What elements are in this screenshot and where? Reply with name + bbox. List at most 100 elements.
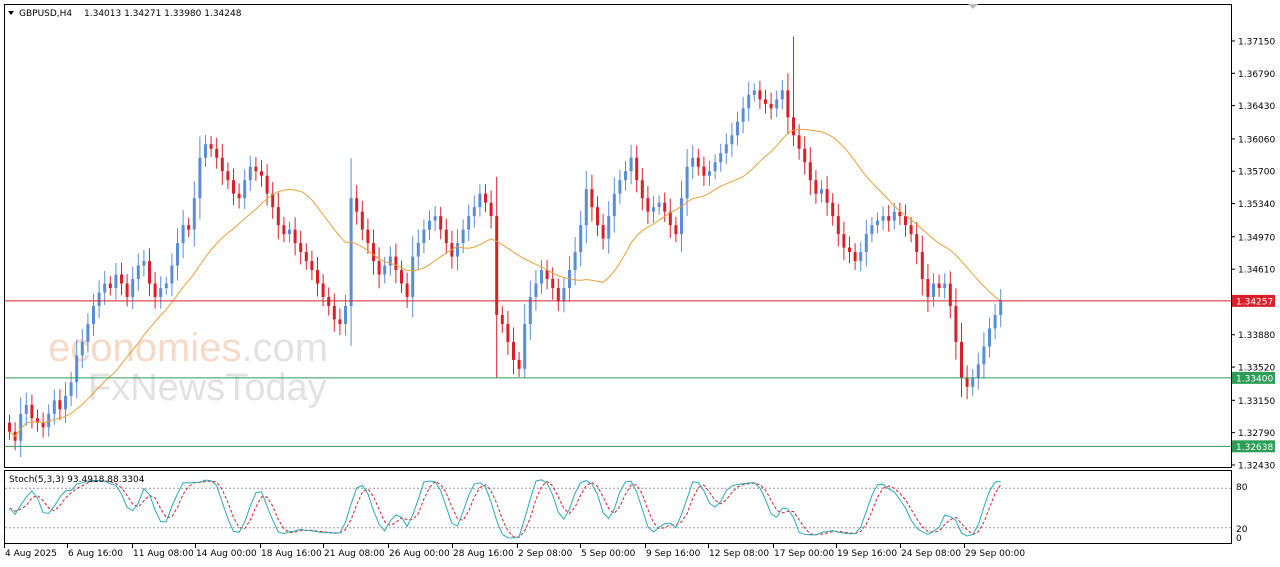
candle bbox=[534, 269, 538, 311]
y-tick-label: 1.34970 bbox=[1238, 233, 1275, 243]
candle bbox=[685, 149, 689, 216]
candle bbox=[601, 214, 605, 250]
candle bbox=[909, 217, 913, 243]
candle bbox=[579, 210, 583, 267]
candle bbox=[243, 169, 247, 209]
candle bbox=[484, 184, 487, 213]
candle bbox=[881, 206, 885, 231]
candle bbox=[355, 185, 359, 225]
candle bbox=[971, 369, 975, 396]
candle bbox=[736, 111, 739, 146]
candle bbox=[411, 236, 415, 318]
candle bbox=[954, 288, 958, 360]
candle bbox=[657, 195, 661, 215]
candle bbox=[747, 81, 751, 122]
candle bbox=[86, 313, 90, 353]
y-tick-label: 1.37150 bbox=[1238, 37, 1275, 47]
candle bbox=[478, 184, 482, 217]
candle bbox=[388, 246, 392, 276]
candle bbox=[708, 160, 711, 187]
x-tick-label: 12 Sep 08:00 bbox=[709, 549, 769, 559]
candle bbox=[920, 235, 924, 296]
main-panel[interactable] bbox=[4, 4, 1232, 468]
x-tick-label: 21 Aug 08:00 bbox=[324, 549, 385, 559]
candle bbox=[422, 219, 426, 254]
candle bbox=[299, 230, 303, 265]
candle bbox=[338, 308, 342, 336]
candle bbox=[19, 397, 23, 458]
candle bbox=[439, 206, 443, 240]
candle bbox=[282, 217, 286, 243]
candle bbox=[304, 243, 308, 270]
candle bbox=[691, 145, 695, 180]
candle bbox=[456, 229, 459, 271]
candle bbox=[724, 133, 728, 165]
candle bbox=[209, 136, 213, 157]
candle bbox=[652, 196, 655, 223]
candle bbox=[97, 280, 101, 319]
candle bbox=[131, 266, 135, 310]
candle bbox=[41, 412, 45, 438]
candle bbox=[327, 287, 331, 316]
y-tick-label: 1.36060 bbox=[1238, 135, 1275, 145]
candle bbox=[237, 183, 241, 209]
candle bbox=[108, 276, 112, 296]
candle bbox=[607, 201, 611, 254]
x-tick-label: 19 Sep 16:00 bbox=[837, 549, 897, 559]
candle bbox=[769, 92, 773, 120]
candle bbox=[276, 192, 280, 240]
candle bbox=[976, 352, 980, 390]
candle bbox=[831, 193, 835, 226]
candle bbox=[993, 304, 997, 340]
candle bbox=[803, 136, 807, 175]
stoch-panel[interactable] bbox=[4, 470, 1232, 544]
candle bbox=[528, 280, 532, 341]
candle bbox=[926, 263, 930, 313]
candle bbox=[400, 260, 403, 293]
candle bbox=[590, 174, 594, 222]
candle bbox=[316, 257, 319, 297]
shift-marker-icon[interactable] bbox=[968, 4, 978, 9]
candle bbox=[372, 229, 375, 275]
candle bbox=[310, 250, 314, 281]
candle bbox=[646, 185, 650, 224]
candle bbox=[640, 167, 644, 211]
candle bbox=[75, 339, 79, 398]
symbol-dropdown-icon[interactable] bbox=[8, 11, 14, 15]
candle bbox=[142, 250, 146, 277]
candle bbox=[517, 351, 521, 377]
candle bbox=[349, 158, 353, 346]
x-tick-label: 6 Aug 16:00 bbox=[68, 549, 123, 559]
candle bbox=[612, 177, 616, 233]
candle bbox=[232, 168, 235, 206]
candle bbox=[271, 182, 275, 219]
candle bbox=[584, 170, 588, 244]
candle bbox=[808, 147, 812, 196]
candle bbox=[36, 409, 39, 432]
candle bbox=[472, 195, 476, 228]
candle bbox=[982, 332, 986, 379]
candle bbox=[965, 365, 969, 400]
candle bbox=[198, 136, 202, 220]
candle bbox=[164, 276, 168, 295]
y-tick-label: 1.33880 bbox=[1238, 331, 1275, 341]
candle bbox=[512, 327, 515, 375]
level-tag-support-1 bbox=[1232, 371, 1275, 384]
candle bbox=[80, 328, 84, 369]
candle bbox=[730, 122, 734, 157]
candle bbox=[764, 89, 767, 114]
candle bbox=[635, 145, 639, 193]
x-tick-label: 26 Aug 00:00 bbox=[389, 549, 450, 559]
candle bbox=[192, 181, 196, 247]
level-label-current: 1.34257 bbox=[1236, 297, 1273, 307]
candle bbox=[814, 170, 818, 204]
candle bbox=[500, 306, 504, 333]
candle bbox=[668, 198, 672, 239]
candle bbox=[629, 144, 633, 185]
candle bbox=[181, 210, 185, 259]
candle bbox=[153, 271, 157, 309]
x-tick-label: 28 Aug 16:00 bbox=[453, 549, 514, 559]
candle bbox=[226, 162, 230, 190]
candle bbox=[702, 156, 706, 186]
